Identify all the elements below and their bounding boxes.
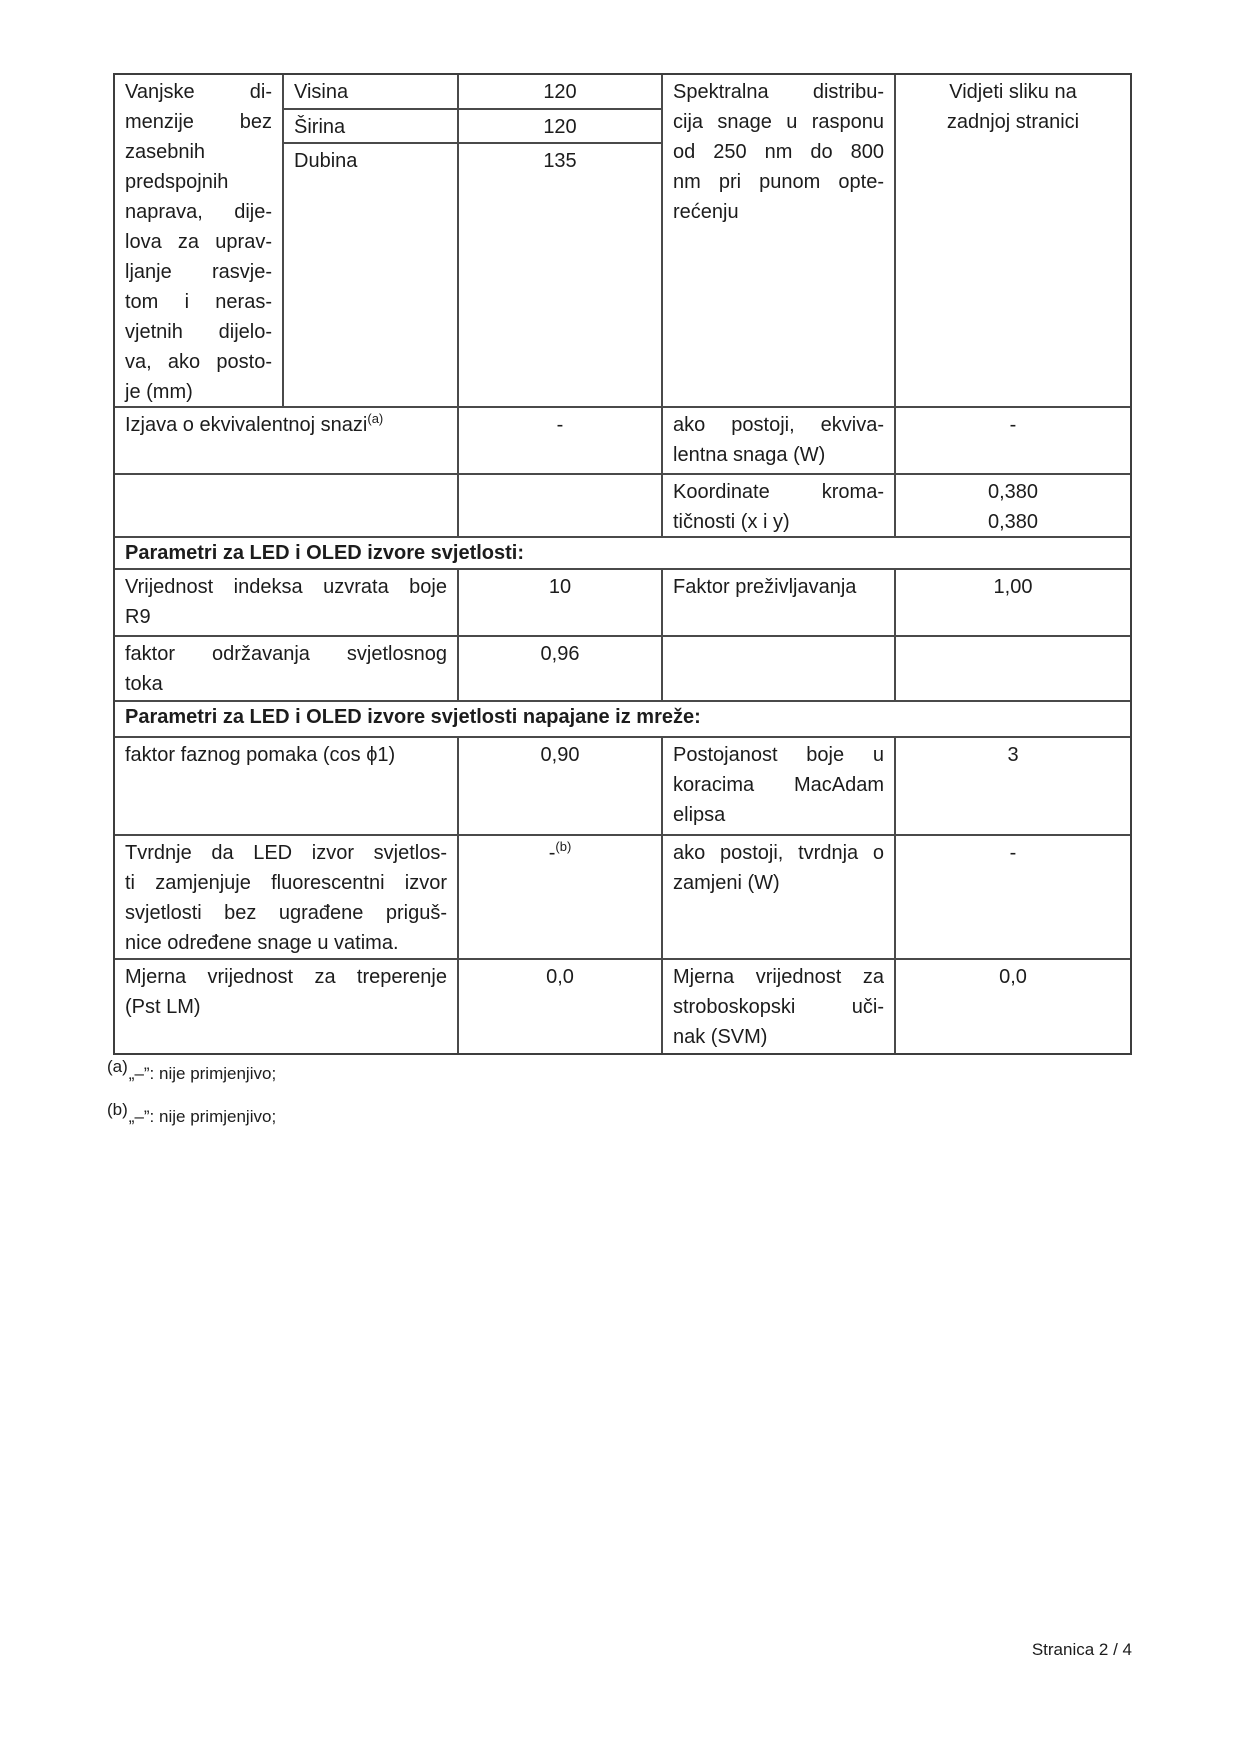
cell-stroboscopic-label: Mjerna vrijednost za stroboskopski uči-na…: [663, 960, 896, 1053]
cell-spectral-distribution-label: Spektralna distribu-cija snage u rasponu…: [663, 75, 896, 408]
cell-equivalent-power-value: -: [459, 408, 663, 475]
section-header-led-oled: Parametri za LED i OLED izvore svjetlost…: [115, 538, 1130, 570]
cell-flicker-label: Mjerna vrijednost za treperenje (Pst LM): [115, 960, 459, 1053]
cell-empty-right-value: [896, 637, 1130, 702]
cell-empty-right-label: [663, 637, 896, 702]
cell-width-label: Širina: [284, 110, 459, 144]
cell-height-label: Visina: [284, 75, 459, 110]
cell-equivalent-power-right-label: ako postoji, ekviva-lentna snaga (W): [663, 408, 896, 475]
footnote-b: (b)„–”: nije primjenjivo;: [107, 1100, 276, 1130]
footnote-a: (a)„–”: nije primjenjivo;: [107, 1057, 276, 1087]
footnote-ref-b: (b): [555, 839, 572, 854]
product-parameters-table: Vanjske di-menzije bez zasebnih predspojni…: [113, 73, 1132, 1055]
cell-stroboscopic-value: 0,0: [999, 966, 1027, 988]
cell-replacement-claim-value: -(b): [459, 836, 663, 960]
page-number: Stranica 2 / 4: [1031, 1640, 1132, 1659]
cell-width-value: 120: [459, 110, 663, 144]
cell-outer-dimensions-label: Vanjske di-menzije bez zasebnih predspojni…: [115, 75, 284, 408]
cell-survival-factor-value: 1,00: [896, 570, 1130, 637]
cell-r9-label: Vrijednost indeksa uzvrata boje R9: [115, 570, 459, 637]
cell-power-factor-label: faktor faznog pomaka (cos ϕ1): [115, 738, 459, 836]
cell-equivalent-power-label: Izjava o ekvivalentnoj snazi(a): [115, 408, 459, 475]
cell-replacement-claim-right-label: ako postoji, tvrdnja o zamjeni (W): [663, 836, 896, 960]
cell-flicker-value: 0,0: [459, 960, 663, 1053]
section-header-led-oled-mains: Parametri za LED i OLED izvore svjetlost…: [115, 702, 1130, 738]
cell-lumen-maintenance-value: 0,96: [459, 637, 663, 702]
footnote-a-marker: (a): [107, 1057, 128, 1076]
cell-empty-value: [459, 475, 663, 538]
footnote-b-marker: (b): [107, 1100, 128, 1119]
cell-colour-consistency-label: Postojanost boje u koracima MacAdam elipsa: [663, 738, 896, 836]
equivalent-power-label-text: Izjava o ekvivalentnoj snazi: [125, 414, 368, 436]
cell-depth-value: 135: [459, 144, 663, 408]
cell-replacement-claim-right-value: -: [896, 836, 1130, 960]
footnote-a-text: „–”: nije primjenjivo;: [128, 1064, 277, 1083]
cell-equivalent-power-right-value: -: [896, 408, 1130, 475]
cell-survival-factor-label: Faktor preživljavanja: [663, 570, 896, 637]
cell-power-factor-value: 0,90: [459, 738, 663, 836]
cell-height-value: 120: [459, 75, 663, 110]
cell-spectral-distribution-value: Vidjeti sliku na zadnjoj stranici: [896, 75, 1130, 408]
cell-empty-left: [115, 475, 459, 538]
cell-depth-label: Dubina: [284, 144, 459, 408]
cell-lumen-maintenance-label: faktor održavanja svjetlosnog toka: [115, 637, 459, 702]
cell-replacement-claim-label: Tvrdnje da LED izvor svjetlos-ti zamjenj…: [115, 836, 459, 960]
cell-colour-consistency-value: 3: [896, 738, 1130, 836]
cell-chromaticity-label: Koordinate kroma-tičnosti (x i y): [663, 475, 896, 538]
footnote-b-text: „–”: nije primjenjivo;: [128, 1107, 277, 1126]
footnote-ref-a: (a): [367, 411, 384, 426]
footnotes: (a)„–”: nije primjenjivo; (b)„–”: nije p…: [107, 1057, 276, 1143]
replacement-claim-dash: -: [548, 842, 556, 864]
cell-r9-value: 10: [459, 570, 663, 637]
cell-chromaticity-value: 0,380 0,380: [896, 475, 1130, 538]
